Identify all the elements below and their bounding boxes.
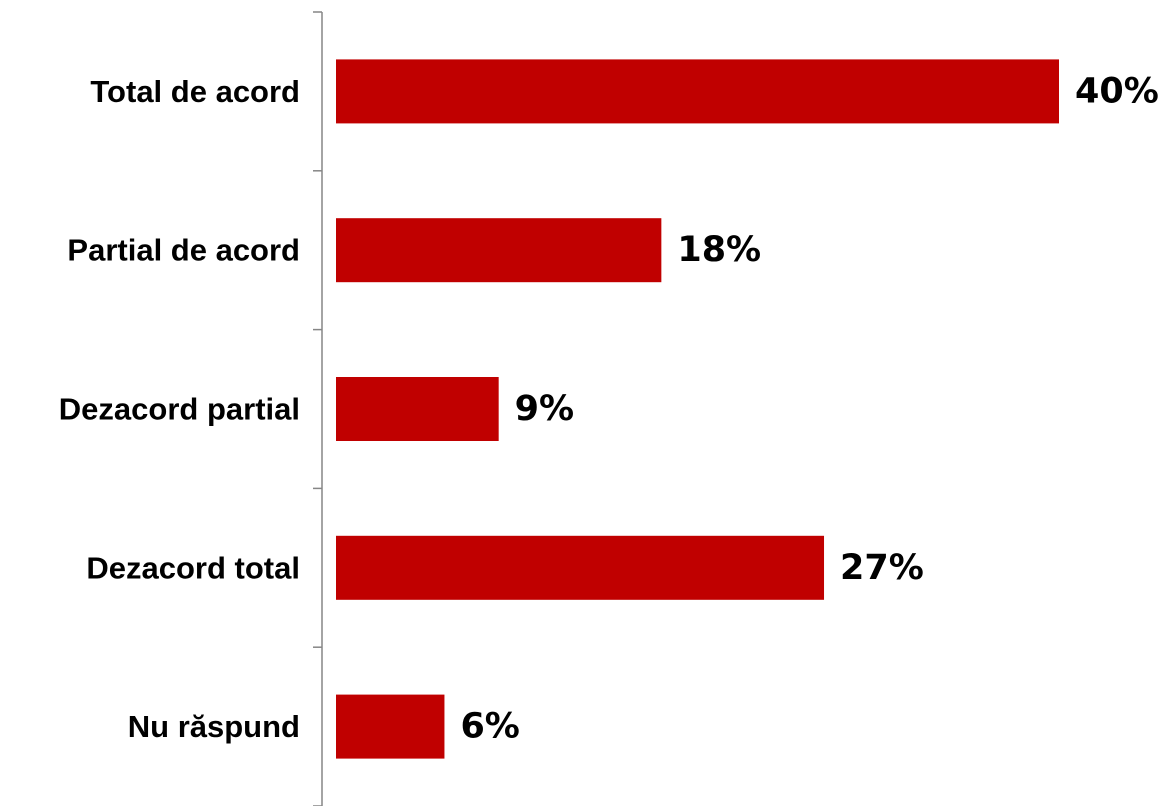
category-axis (313, 11, 323, 806)
bar-1 (336, 218, 662, 283)
bar-3 (336, 535, 825, 600)
data-label: 27% (840, 548, 924, 588)
bar-4 (336, 694, 445, 759)
bars (336, 59, 1059, 759)
category-label: Dezacord partial (59, 392, 300, 427)
bar-2 (336, 377, 499, 441)
labels: Total de acord 40% Partial de acord 18% Deza… (59, 71, 1159, 746)
data-label: 18% (677, 230, 761, 270)
category-label: Partial de acord (67, 233, 300, 268)
category-label: Nu răspund (128, 709, 300, 744)
bar-0 (336, 59, 1059, 124)
category-label: Dezacord total (86, 550, 300, 585)
category-label: Total de acord (90, 74, 300, 109)
data-label: 6% (460, 707, 519, 747)
data-label: 9% (515, 389, 574, 429)
data-label: 40% (1075, 71, 1159, 111)
